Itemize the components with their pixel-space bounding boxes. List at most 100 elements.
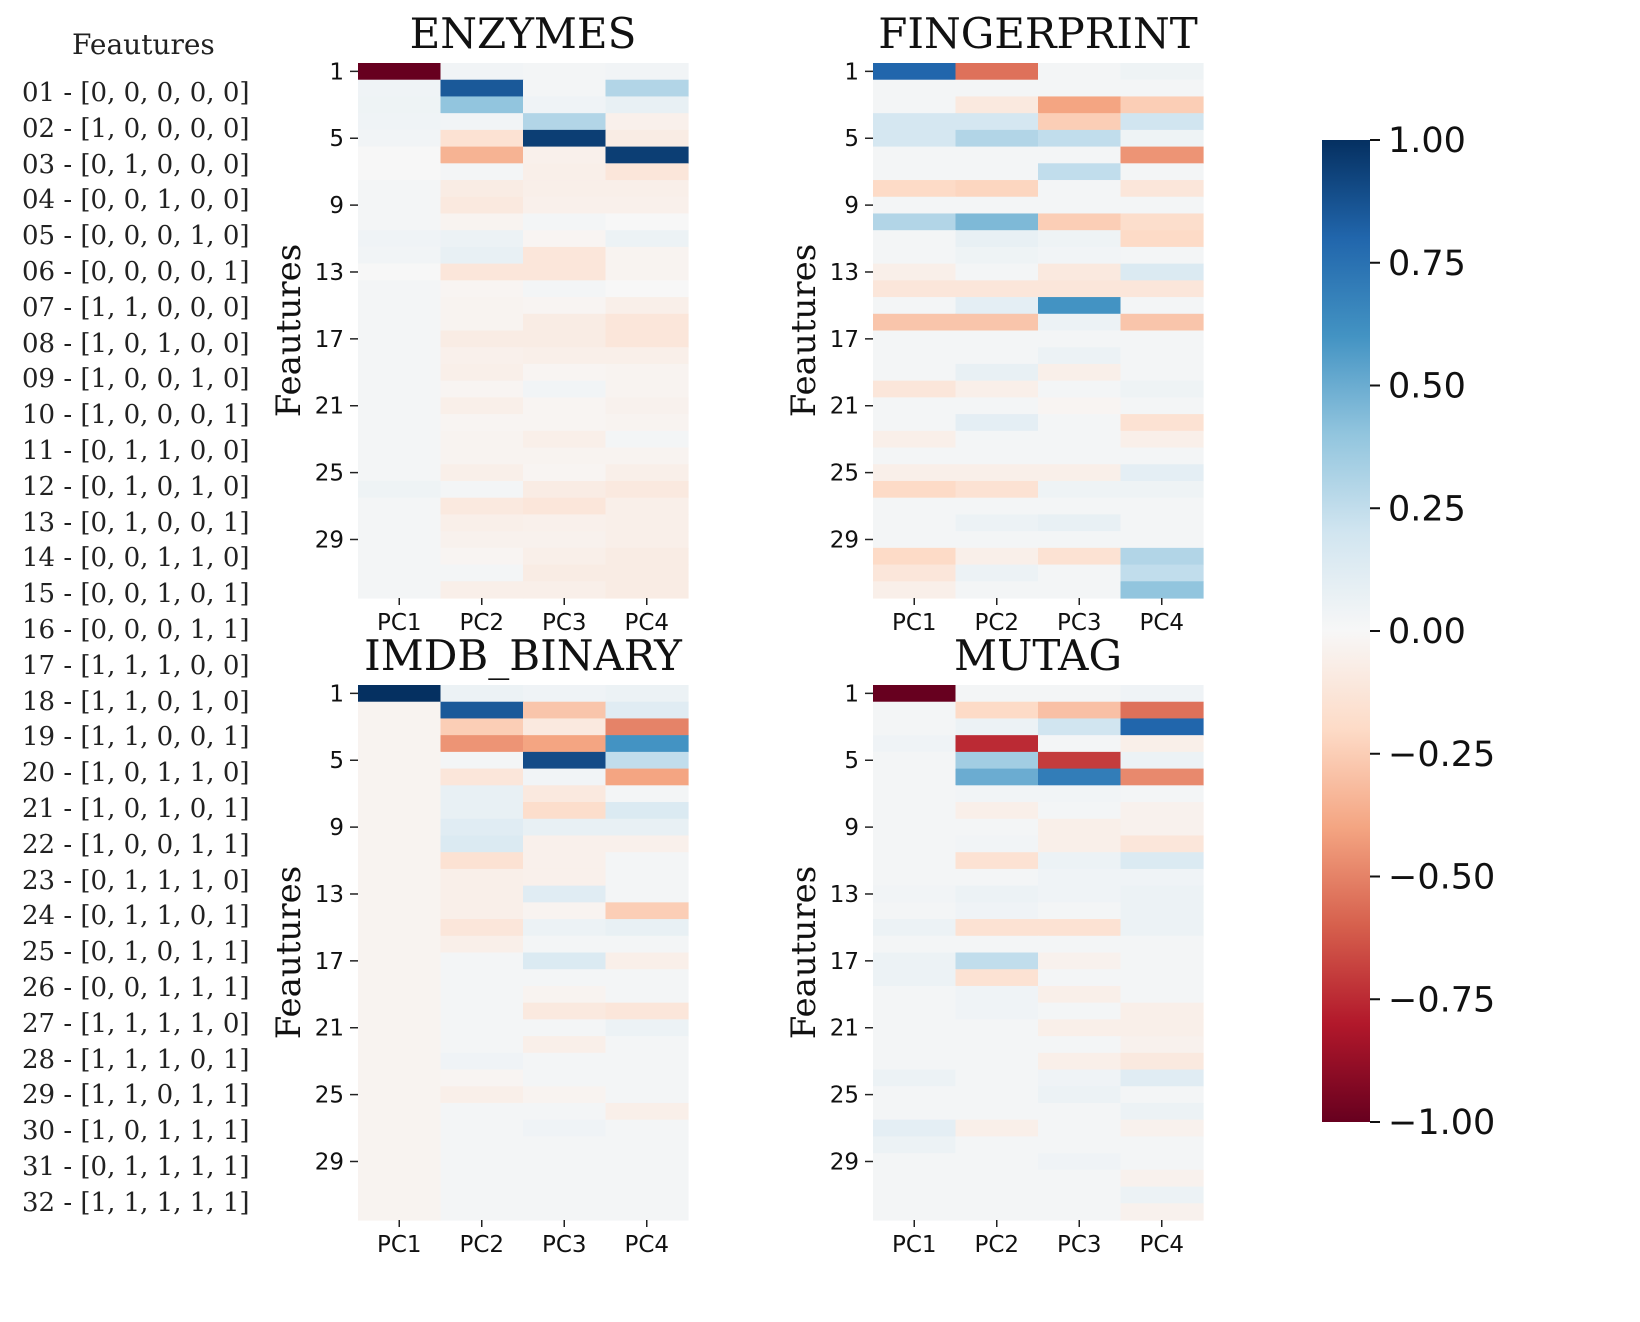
heatmap-cell bbox=[873, 113, 957, 131]
heatmap-cell bbox=[1038, 113, 1122, 131]
x-tick-label: PC2 bbox=[459, 610, 504, 636]
heatmap-cell bbox=[440, 430, 524, 449]
heatmap-cell bbox=[358, 196, 442, 215]
heatmap-cell bbox=[955, 985, 1039, 1004]
heatmap-cell bbox=[523, 414, 607, 432]
heatmap-cell bbox=[1038, 768, 1122, 786]
heatmap-cell bbox=[440, 785, 524, 803]
heatmap-cell bbox=[1120, 1102, 1204, 1121]
heatmap-cell bbox=[440, 1036, 524, 1054]
heatmap-cell bbox=[955, 129, 1039, 148]
heatmap-cell bbox=[440, 1203, 524, 1221]
heatmap-cell bbox=[605, 263, 689, 281]
heatmap-cell bbox=[873, 1102, 957, 1121]
heatmap-cell bbox=[955, 902, 1039, 920]
heatmap-cell bbox=[605, 935, 689, 954]
heatmap-cell bbox=[358, 935, 442, 954]
heatmap-cell bbox=[1038, 213, 1122, 231]
heatmap-cell bbox=[1120, 263, 1204, 281]
heatmap-cell bbox=[1038, 1052, 1122, 1071]
heatmap-cell bbox=[605, 246, 689, 265]
heatmap-cell bbox=[358, 735, 442, 753]
heatmap-cell bbox=[955, 213, 1039, 231]
heatmap-cell bbox=[1120, 735, 1204, 753]
heatmap-cell bbox=[523, 885, 607, 903]
heatmap-cell bbox=[523, 380, 607, 398]
heatmap-cell bbox=[523, 464, 607, 482]
heatmap-cell bbox=[605, 751, 689, 770]
heatmap-cell bbox=[440, 835, 524, 853]
heatmap-cell bbox=[1120, 1002, 1204, 1020]
heatmap-cell bbox=[955, 146, 1039, 164]
feature-legend-row: 27 - [1, 1, 1, 1, 0] bbox=[22, 1008, 250, 1039]
heatmap-cell bbox=[440, 263, 524, 281]
heatmap-cell bbox=[1038, 263, 1122, 281]
x-tick-label: PC2 bbox=[974, 610, 1019, 636]
heatmap-cell bbox=[358, 347, 442, 365]
heatmap-cell bbox=[955, 347, 1039, 365]
heatmap-cell bbox=[955, 735, 1039, 753]
feature-legend-row: 01 - [0, 0, 0, 0, 0] bbox=[22, 78, 250, 108]
heatmap-cell bbox=[1120, 180, 1204, 198]
heatmap-cell bbox=[1038, 1153, 1122, 1171]
heatmap-cell bbox=[955, 885, 1039, 903]
heatmap-cell bbox=[955, 1036, 1039, 1054]
heatmap-cell bbox=[873, 146, 957, 164]
heatmap-cell bbox=[955, 1069, 1039, 1087]
heatmap-cell bbox=[1038, 497, 1122, 516]
heatmap-cell bbox=[440, 985, 524, 1004]
heatmap-cell bbox=[1038, 985, 1122, 1004]
heatmap-cell bbox=[605, 581, 689, 599]
heatmap-cell bbox=[605, 531, 689, 549]
heatmap-cell bbox=[523, 852, 607, 870]
heatmap-cell bbox=[523, 531, 607, 549]
heatmap-cell bbox=[440, 564, 524, 582]
feature-legend-row: 11 - [0, 1, 1, 0, 0] bbox=[22, 436, 250, 466]
feature-legend-row: 25 - [0, 1, 0, 1, 1] bbox=[22, 937, 250, 968]
heatmap-cell bbox=[1120, 246, 1204, 265]
heatmap-cell bbox=[440, 163, 524, 181]
heatmap-cell bbox=[873, 297, 957, 315]
heatmap-cell bbox=[605, 902, 689, 920]
heatmap-cell bbox=[440, 397, 524, 415]
heatmap-cell bbox=[1120, 1086, 1204, 1104]
y-tick-label: 29 bbox=[315, 1149, 344, 1175]
heatmap-cell bbox=[605, 480, 689, 499]
heatmap-cell bbox=[873, 802, 957, 820]
heatmap-svg: FINGERPRINT 1 5 9 13 17 21 25 29 PC1 PC2 PC3 PC4 Feau… bbox=[785, 9, 1204, 636]
heatmap-cell bbox=[1038, 313, 1122, 332]
heatmap-cell bbox=[440, 718, 524, 736]
heatmap-cell bbox=[873, 1019, 957, 1037]
heatmap-cell bbox=[873, 497, 957, 516]
heatmap-cell bbox=[358, 414, 442, 432]
heatmap-cell bbox=[955, 969, 1039, 987]
y-tick-label: 5 bbox=[844, 748, 859, 774]
heatmap-cell bbox=[358, 868, 442, 887]
heatmap-cell bbox=[358, 718, 442, 736]
heatmap-cell bbox=[440, 1136, 524, 1154]
heatmap-cell bbox=[523, 330, 607, 348]
heatmap-cell bbox=[440, 213, 524, 231]
heatmap-cell bbox=[1038, 414, 1122, 432]
heatmap-cell bbox=[1038, 163, 1122, 181]
y-tick-label: 17 bbox=[315, 949, 344, 975]
heatmap-cell bbox=[523, 213, 607, 231]
heatmap-cell bbox=[605, 718, 689, 736]
heatmap-cell bbox=[955, 313, 1039, 332]
heatmap-cell bbox=[523, 96, 607, 114]
heatmap-cell bbox=[1038, 1119, 1122, 1138]
x-tick-label: PC3 bbox=[1057, 610, 1102, 636]
heatmap-cell bbox=[605, 113, 689, 131]
heatmap-cell bbox=[955, 464, 1039, 482]
heatmap-cell bbox=[440, 447, 524, 465]
x-tick-label: PC2 bbox=[459, 1232, 504, 1258]
heatmap-cell bbox=[523, 280, 607, 298]
heatmap-cell bbox=[358, 581, 442, 599]
heatmap-cell bbox=[1120, 868, 1204, 887]
x-tick-label: PC1 bbox=[892, 610, 937, 636]
heatmap-cell bbox=[523, 480, 607, 499]
y-tick-label: 13 bbox=[830, 260, 859, 286]
heatmap-cell bbox=[955, 363, 1039, 382]
heatmap-cell bbox=[358, 380, 442, 398]
heatmap-cell bbox=[873, 885, 957, 903]
